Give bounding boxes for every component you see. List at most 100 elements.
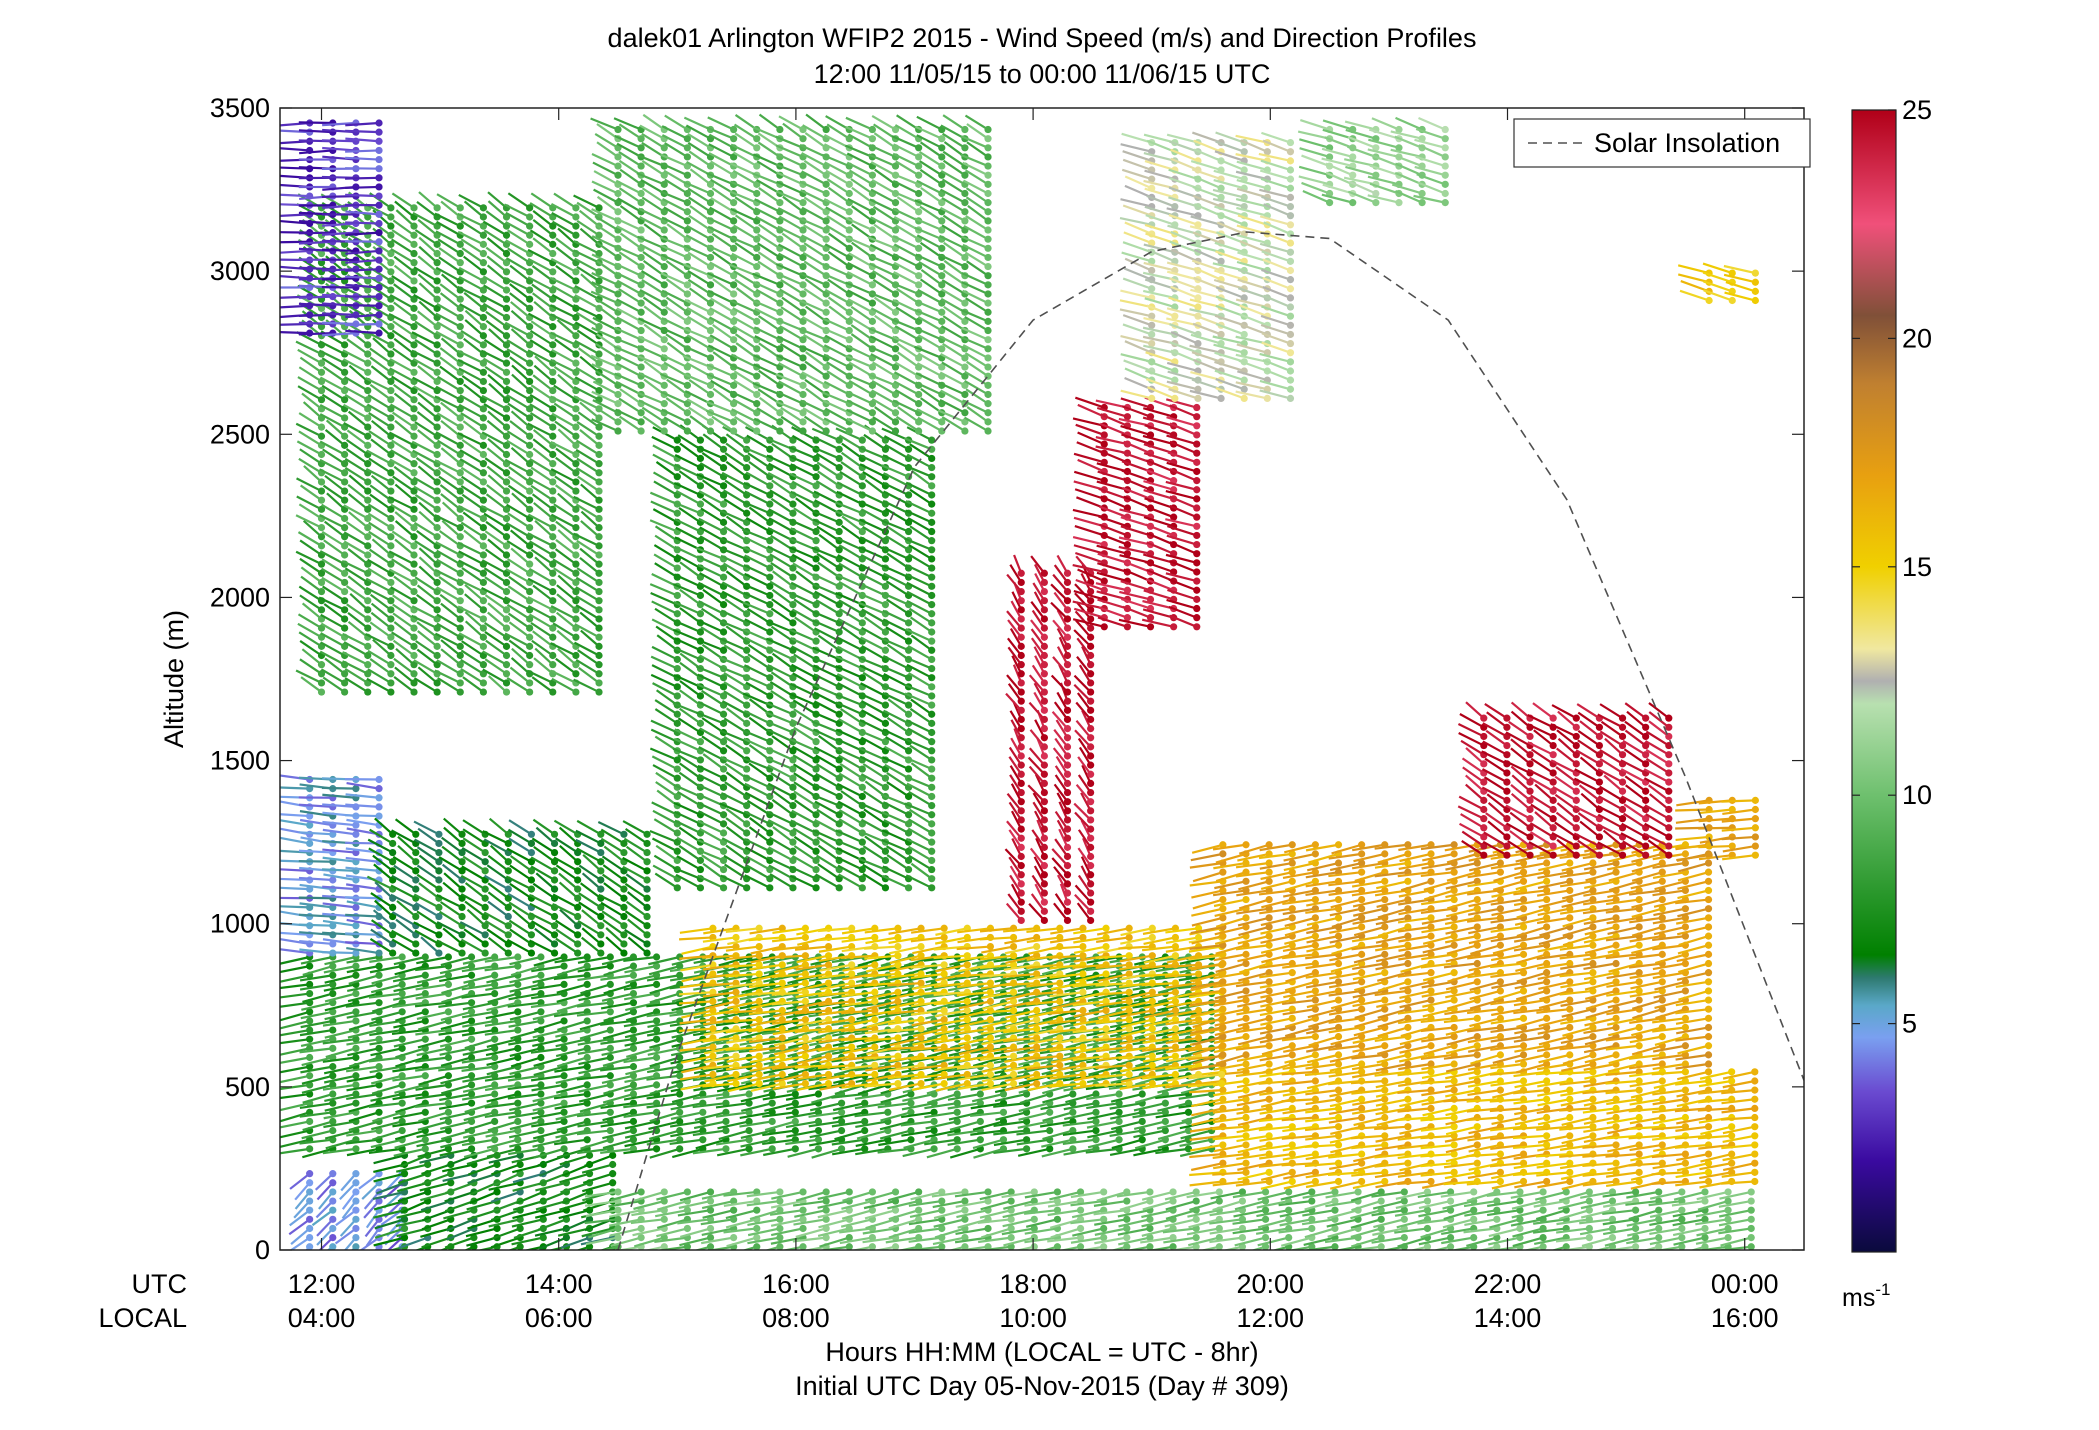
- wind-barb-shaft: [624, 1029, 657, 1039]
- wind-barb-dot: [1334, 841, 1343, 849]
- wind-barb-shaft: [601, 1074, 634, 1084]
- wind-barb-shaft: [1278, 1199, 1312, 1207]
- wind-barb-dot: [1701, 1224, 1709, 1233]
- wind-barb-shaft: [371, 1001, 403, 1013]
- wind-barb-shaft: [1302, 1190, 1336, 1199]
- wind-barb-dot: [1192, 1188, 1200, 1196]
- wind-barb-dot: [1334, 859, 1343, 867]
- wind-barb-dot: [791, 1090, 799, 1098]
- wind-barb-dot: [938, 1197, 946, 1205]
- wind-barb-shaft: [1110, 1245, 1128, 1250]
- wind-barb-dot: [398, 962, 406, 970]
- wind-barb-dot: [1566, 1177, 1574, 1186]
- wind-barb-shaft: [421, 1172, 452, 1185]
- wind-barb-dot: [1219, 1005, 1227, 1013]
- wind-barb-shaft: [419, 1181, 452, 1192]
- wind-barb-dot: [709, 1052, 717, 1060]
- wind-barb-shaft: [562, 1218, 590, 1232]
- wind-barb-dot: [1450, 923, 1458, 931]
- wind-barb-dot: [1470, 1215, 1478, 1223]
- wind-barb-dot: [606, 1008, 614, 1016]
- wind-barb-dot: [1681, 1159, 1690, 1167]
- wind-barb-shaft: [1487, 1199, 1521, 1208]
- wind-barb-shaft: [323, 983, 357, 992]
- wind-barb-shaft: [695, 1038, 727, 1050]
- wind-barb-dot: [1138, 1136, 1146, 1144]
- wind-barb-dot: [329, 1215, 337, 1223]
- wind-barb-shaft: [438, 1001, 472, 1008]
- wind-barb-dot: [1608, 1215, 1617, 1223]
- wind-barb-shaft: [509, 1102, 542, 1112]
- wind-barb-dot: [421, 1008, 429, 1016]
- wind-barb-shaft: [646, 1065, 680, 1074]
- wind-barb-dot: [1146, 1188, 1154, 1196]
- wind-barb-dot: [1053, 1188, 1062, 1196]
- wind-barb-shaft: [301, 1056, 334, 1067]
- wind-barb-shaft: [625, 974, 657, 984]
- wind-barb-dot: [375, 999, 383, 1007]
- wind-barb-dot: [984, 1188, 992, 1196]
- wind-barb-dot: [1358, 978, 1366, 986]
- wind-barb-dot: [791, 1126, 799, 1135]
- wind-barb-shaft: [1325, 1199, 1359, 1208]
- wind-barb-dot: [352, 1008, 360, 1016]
- wind-barb-dot: [1192, 1215, 1200, 1223]
- wind-barb-dot: [1427, 1042, 1435, 1050]
- wind-barb-dot: [467, 1035, 476, 1043]
- wind-barb-shaft: [444, 1236, 475, 1249]
- wind-barb-shaft: [770, 1236, 804, 1245]
- wind-barb-shaft: [371, 1010, 403, 1021]
- wind-barb-dot: [776, 1243, 784, 1250]
- wind-barb-shaft: [486, 1001, 519, 1012]
- wind-barb-shaft: [532, 1102, 565, 1112]
- wind-barb-shaft: [1024, 1190, 1058, 1199]
- wind-barb-shaft: [418, 1111, 449, 1123]
- wind-barb-shaft: [762, 1092, 796, 1101]
- wind-barb-shaft: [461, 1092, 495, 1101]
- wind-barb-shaft: [315, 1200, 334, 1219]
- wind-barb-dot: [583, 1136, 591, 1144]
- wind-barb-shaft: [585, 1236, 619, 1246]
- wind-barb-shaft: [1697, 1200, 1729, 1211]
- wind-barb-dot: [1539, 1188, 1547, 1196]
- wind-barb-dot: [1608, 1188, 1617, 1196]
- wind-barb-dot: [560, 1145, 568, 1153]
- wind-barb-shaft: [610, 1236, 642, 1248]
- wind-barb-dot: [306, 1224, 314, 1233]
- wind-barb-shaft: [670, 1129, 703, 1138]
- wind-barb-dot: [306, 1179, 314, 1187]
- wind-barb-dot: [1056, 979, 1064, 987]
- wind-barb-shaft: [1093, 1209, 1127, 1216]
- wind-barb-dot: [421, 1145, 429, 1153]
- wind-barb-shaft: [1165, 1199, 1197, 1211]
- wind-barb-dot: [1288, 841, 1296, 849]
- wind-barb-shaft: [341, 1200, 357, 1219]
- wind-barb-dot: [491, 953, 499, 961]
- wind-barb-shaft: [488, 1154, 521, 1164]
- wind-barb-shaft: [1673, 1236, 1706, 1246]
- wind-barb-dot: [421, 980, 429, 989]
- wind-barb-shaft: [1442, 1218, 1474, 1229]
- wind-barb-dot: [1450, 1168, 1458, 1176]
- wind-barb-dot: [421, 1136, 429, 1144]
- wind-barb-dot: [1265, 895, 1273, 904]
- wind-barb-shaft: [373, 1209, 405, 1219]
- wind-barb-shaft: [462, 1019, 495, 1028]
- wind-barb-dot: [1069, 1090, 1077, 1098]
- wind-barb-dot: [329, 1188, 337, 1196]
- wind-barb-dot: [1747, 1188, 1755, 1196]
- wind-barb-dot: [1100, 1234, 1108, 1242]
- wind-barb-shaft: [486, 974, 519, 984]
- wind-barb-shaft: [679, 936, 713, 941]
- wind-barb-dot: [1358, 969, 1366, 977]
- wind-barb-shaft: [1119, 1200, 1151, 1211]
- wind-barb-shaft: [557, 1227, 590, 1237]
- wind-barb-shaft: [1350, 1218, 1382, 1229]
- wind-barb-shaft: [679, 1190, 711, 1202]
- wind-barb-shaft: [300, 955, 334, 965]
- wind-barb-dot: [1215, 1197, 1223, 1205]
- wind-barb-dot: [1562, 1188, 1570, 1196]
- wind-barb-dot: [1381, 996, 1389, 1004]
- wind-barb-shaft: [716, 1147, 750, 1157]
- wind-barb-shaft: [533, 1147, 565, 1159]
